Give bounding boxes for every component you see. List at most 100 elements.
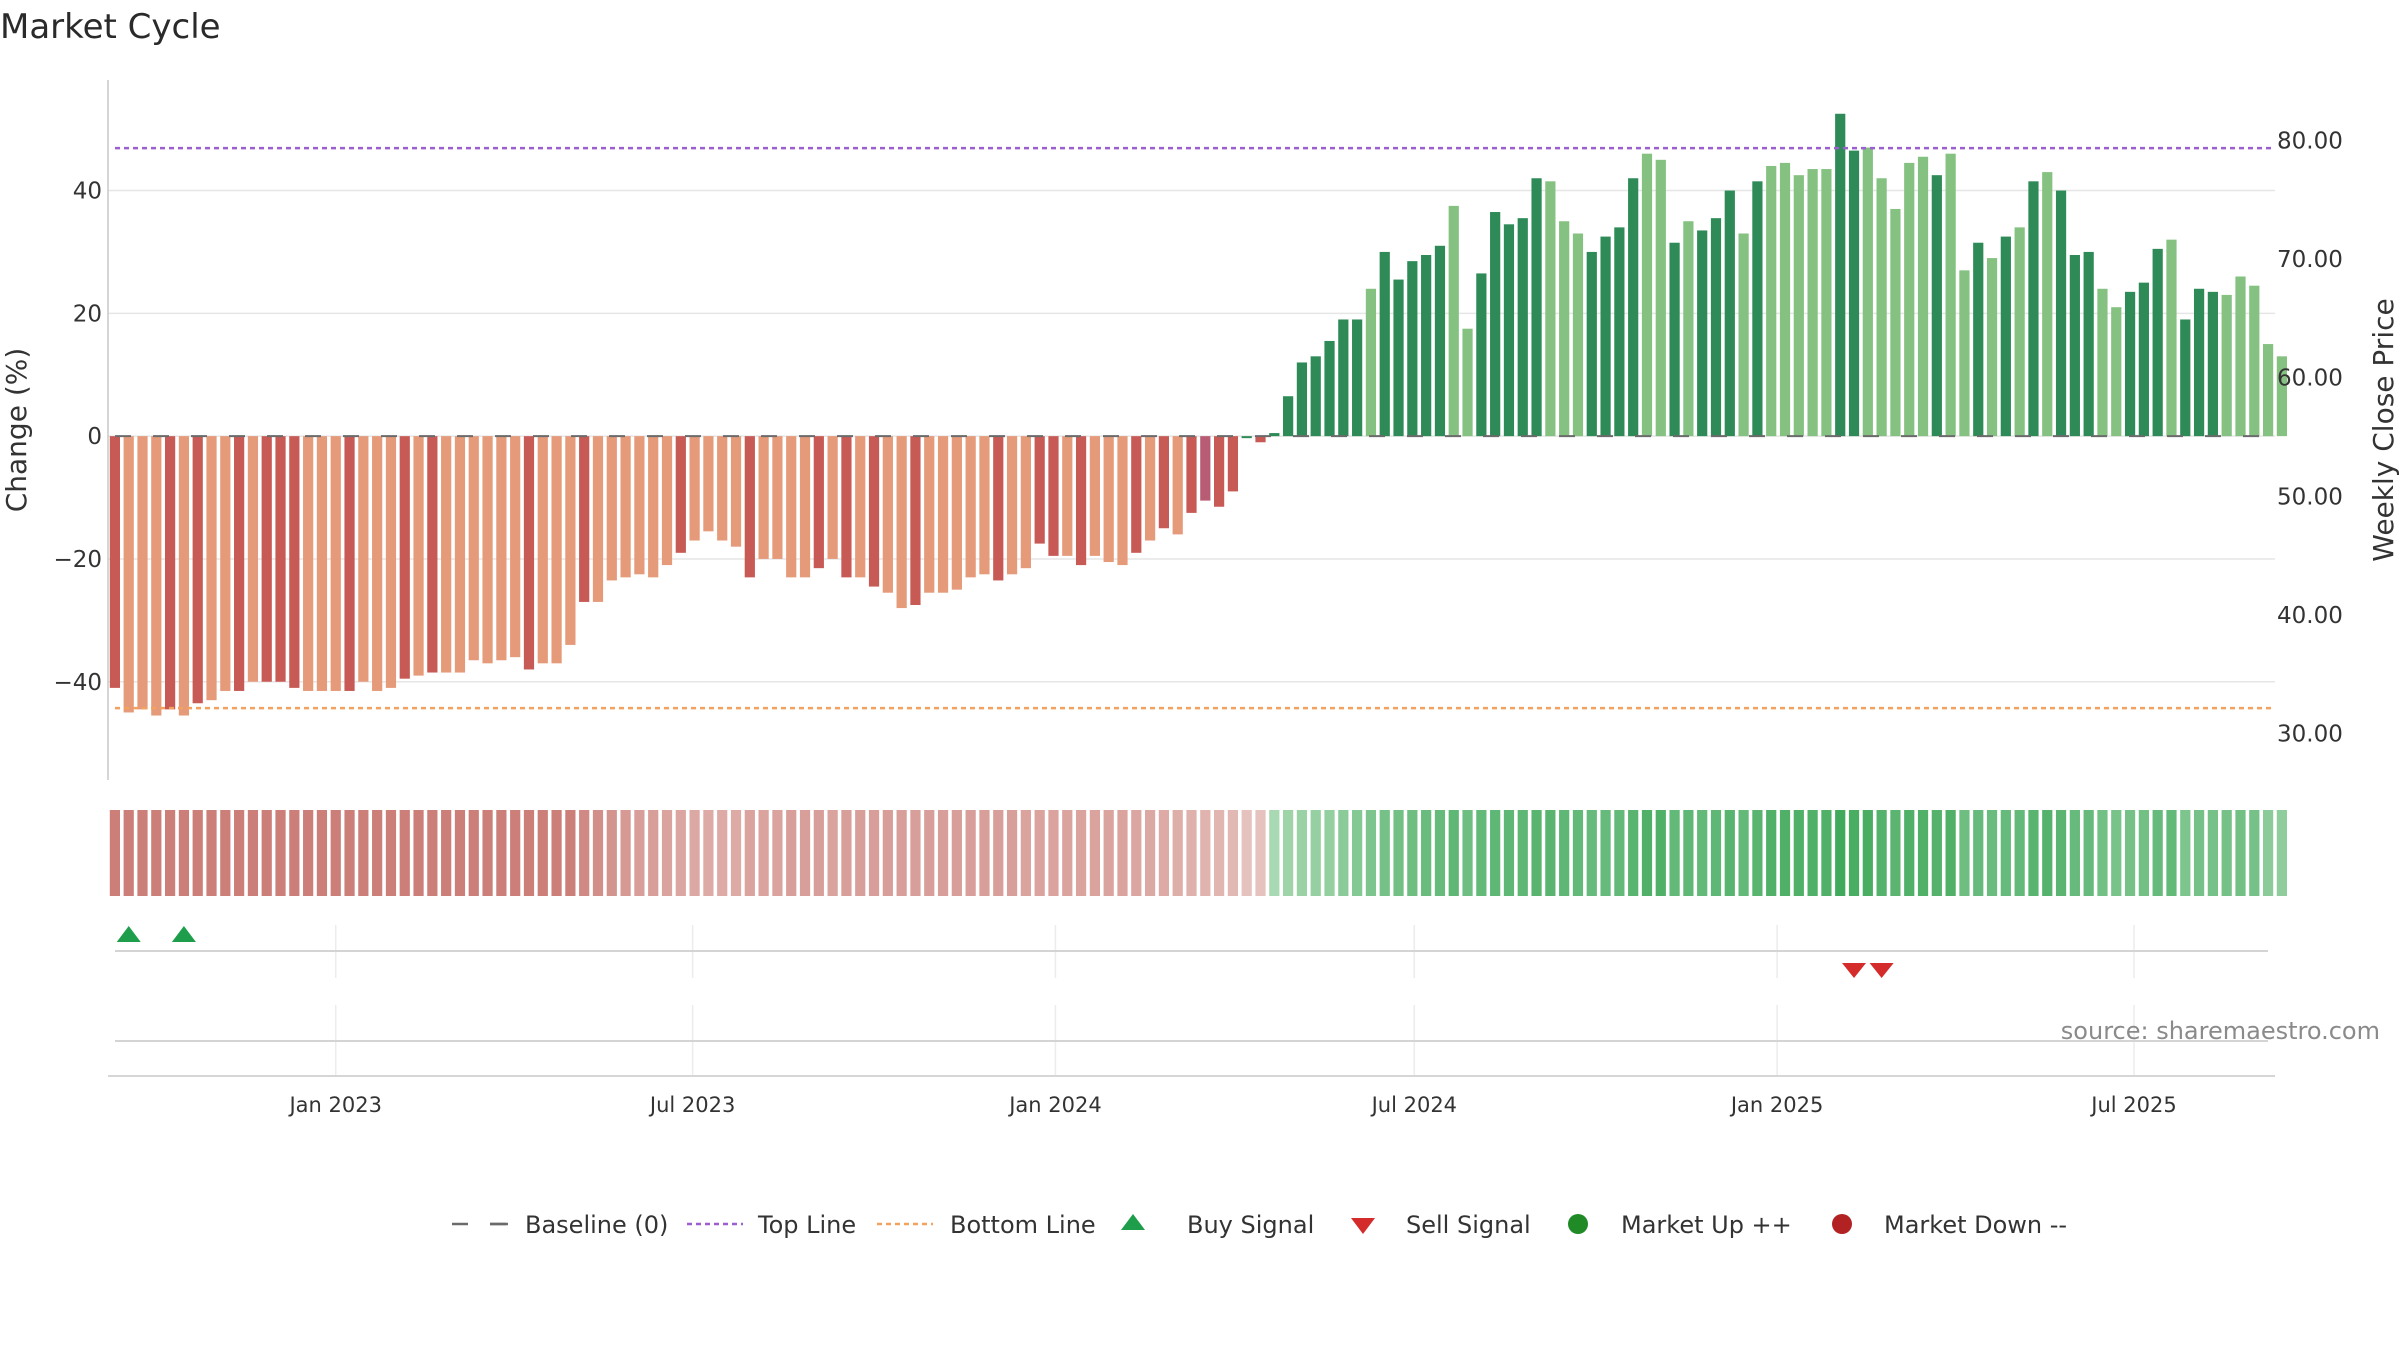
change-bar [2166,239,2177,437]
strip-cell [910,810,921,896]
source-note: source: sharemaestro.com [2061,1017,2380,1045]
strip-cell [1200,810,1211,896]
strip-cell [275,810,286,896]
strip-cell [344,810,355,896]
y-axis-label: Change (%) [0,348,33,513]
change-bar [1614,227,1625,437]
strip-cell [1945,810,1956,896]
strip-cell [2138,810,2149,896]
change-bar [1931,175,1942,437]
change-bar [454,436,466,673]
strip-cell [2055,810,2067,896]
change-bar [1973,242,1984,437]
strip-cell [1738,810,1749,896]
strip-cell [1283,810,1294,896]
y2-tick-label: 30.00 [2277,722,2343,748]
strip-cell [234,810,245,896]
strip-cell [2262,810,2274,896]
strip-cell [330,810,341,896]
strip-cell [1075,810,1087,896]
strip-cell [2180,810,2191,896]
strip-cell [137,810,148,896]
change-bar [137,436,148,710]
y2-axis: 30.00 40.00 50.00 60.00 70.00 80.00 [2277,128,2343,747]
change-bar [1862,147,1873,437]
strip-cell [813,810,824,896]
strip-cell [1503,810,1515,896]
strip-cell [675,810,686,896]
strip-cell [1641,810,1653,896]
change-bar [2249,285,2260,437]
legend-item-baseline: Baseline (0) [452,1211,668,1239]
strip-cell [178,810,190,896]
signal-panel [115,925,2268,978]
change-bar [2000,236,2011,437]
strip-cell [303,810,314,896]
change-bar [1379,251,1390,437]
change-bar [275,436,286,682]
strip-cell [1559,810,1570,896]
change-bar [537,436,548,664]
change-bar [2138,282,2149,437]
change-bar [2235,276,2246,437]
change-bar [1172,436,1183,535]
strip-cell [1227,810,1239,896]
change-bar [1807,169,1818,437]
change-bar [1338,319,1349,437]
change-bar [1503,224,1515,437]
sell-signal-marker [1842,963,1867,978]
buy-signal-marker [171,926,196,942]
change-bar [1476,273,1487,437]
strip-cell [206,810,217,896]
sell-signal-marker [1869,963,1894,978]
change-bar [979,436,990,575]
change-bar [468,436,479,661]
strip-cell [2276,810,2287,896]
change-bar [2042,172,2053,437]
change-bar [1296,362,1308,437]
change-bar [2152,248,2163,437]
change-bar [2097,288,2108,437]
strip-cell [1517,810,1528,896]
change-bar [372,436,383,691]
strip-cell [1490,810,1501,896]
y2-axis-label: Weekly Close Price [2367,298,2400,561]
strip-cell [951,810,962,896]
change-bar [1048,436,1059,556]
y-tick-label: 40 [73,179,102,205]
change-bar [565,436,576,645]
strip-cell [1862,810,1873,896]
change-bar [1365,288,1377,437]
y-axis: −40 −20 0 20 40 [53,80,109,780]
strip-cell [1793,810,1804,896]
change-bar [1269,433,1280,437]
strip-cell [1269,810,1280,896]
strip-cell [937,810,949,896]
strip-cell [799,810,811,896]
legend-label: Top Line [757,1211,856,1239]
strip-cell [565,810,576,896]
strip-cell [689,810,700,896]
strip-cell [896,810,907,896]
legend-swatch [1351,1218,1375,1234]
strip-cell [1352,810,1363,896]
chart-legend: Baseline (0) Top Line Bottom Line Buy Signa… [452,1211,2067,1239]
change-bar [1779,162,1791,437]
y2-tick-label: 70.00 [2277,247,2343,273]
change-bar [1089,436,1100,556]
strip-cell [882,810,893,896]
strip-cell [372,810,383,896]
change-bar [1020,436,1031,569]
strip-cell [151,810,162,896]
change-bar [1200,436,1211,501]
strip-cell [772,810,783,896]
change-bar [648,436,659,578]
legend-item-bottom: Bottom Line [877,1211,1096,1239]
strip-cell [661,810,673,896]
strip-cell [1628,810,1639,896]
strip-cell [1048,810,1059,896]
strip-cell [109,810,120,896]
change-bar [2111,307,2122,437]
change-bar [1545,181,1556,437]
change-bar [937,436,949,593]
